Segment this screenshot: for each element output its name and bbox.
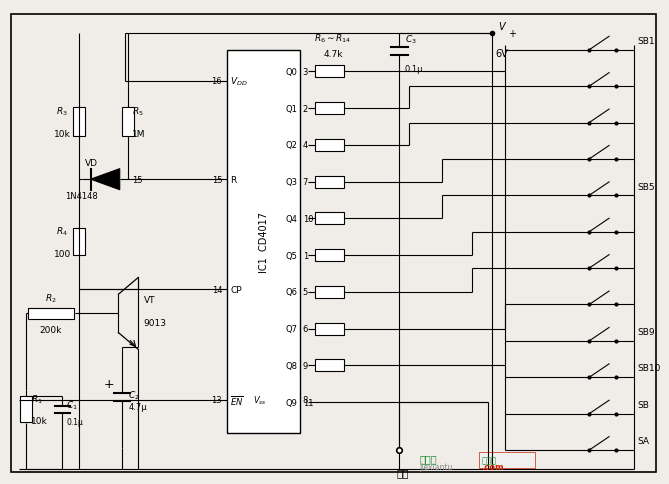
Text: Q3: Q3 xyxy=(286,178,298,187)
Text: 10k: 10k xyxy=(54,130,71,138)
Text: 4.7μ: 4.7μ xyxy=(128,403,147,411)
Text: 100: 100 xyxy=(54,249,71,258)
Text: SA: SA xyxy=(637,437,649,445)
Text: .com: .com xyxy=(481,462,504,471)
Text: +: + xyxy=(103,378,114,390)
Text: 0.1μ: 0.1μ xyxy=(66,417,83,426)
Text: 9013: 9013 xyxy=(144,318,167,328)
Text: Q8: Q8 xyxy=(286,361,298,370)
Text: 3: 3 xyxy=(303,68,308,76)
Text: 接线图: 接线图 xyxy=(481,455,496,465)
Polygon shape xyxy=(91,169,120,190)
Text: $R_4$: $R_4$ xyxy=(56,225,68,237)
Text: $R_6 \sim R_{14}$: $R_6 \sim R_{14}$ xyxy=(314,32,352,45)
Text: $C_1$: $C_1$ xyxy=(66,398,78,411)
Text: 2: 2 xyxy=(303,105,308,113)
Text: 1M: 1M xyxy=(132,130,145,138)
Text: 6: 6 xyxy=(303,324,308,333)
Bar xyxy=(314,323,345,335)
Text: $R_2$: $R_2$ xyxy=(45,292,56,304)
Text: 200k: 200k xyxy=(39,326,62,335)
Text: +: + xyxy=(508,29,516,39)
Text: Q5: Q5 xyxy=(286,251,298,260)
Text: 16: 16 xyxy=(211,77,222,86)
Text: 10: 10 xyxy=(303,214,313,223)
Bar xyxy=(314,250,345,261)
Text: VT: VT xyxy=(144,295,155,304)
Text: $\overline{EN}$: $\overline{EN}$ xyxy=(230,393,244,407)
Text: VD: VD xyxy=(86,159,98,168)
Text: IC1  CD4017: IC1 CD4017 xyxy=(259,212,269,272)
Text: 4.7k: 4.7k xyxy=(323,49,343,59)
Text: $C_2$: $C_2$ xyxy=(128,389,140,401)
Bar xyxy=(73,108,85,137)
Text: 接线图: 接线图 xyxy=(419,454,437,463)
Text: 输出: 输出 xyxy=(396,467,409,477)
Bar xyxy=(314,176,345,188)
Text: 1: 1 xyxy=(303,251,308,260)
Text: jiexiantu: jiexiantu xyxy=(419,462,452,471)
Text: 15: 15 xyxy=(211,175,222,184)
Bar xyxy=(27,308,74,319)
Text: 15: 15 xyxy=(132,175,142,184)
Bar xyxy=(314,103,345,115)
Bar xyxy=(314,66,345,78)
Text: CP: CP xyxy=(230,286,242,294)
Text: $R_1$: $R_1$ xyxy=(31,392,43,405)
Text: Q1: Q1 xyxy=(286,105,298,113)
Text: Q4: Q4 xyxy=(286,214,298,223)
Text: 9: 9 xyxy=(303,361,308,370)
Bar xyxy=(314,139,345,151)
Text: $C_3$: $C_3$ xyxy=(405,34,416,46)
Text: Q7: Q7 xyxy=(286,324,298,333)
Bar xyxy=(314,286,345,298)
Text: $V_{ss}$: $V_{ss}$ xyxy=(253,393,266,406)
Text: SB1: SB1 xyxy=(637,37,655,46)
Bar xyxy=(20,396,32,423)
Text: Q6: Q6 xyxy=(286,288,298,297)
Text: 5: 5 xyxy=(303,288,308,297)
Text: 7: 7 xyxy=(303,178,308,187)
Bar xyxy=(314,360,345,372)
Text: 13: 13 xyxy=(211,395,222,404)
Text: $R_5$: $R_5$ xyxy=(132,105,143,118)
Bar xyxy=(227,51,300,433)
Text: 4: 4 xyxy=(303,141,308,150)
Text: SB: SB xyxy=(637,400,649,409)
Text: $R_3$: $R_3$ xyxy=(56,105,68,118)
Text: R: R xyxy=(230,175,236,184)
Text: 6V: 6V xyxy=(495,49,508,59)
Bar xyxy=(122,108,134,137)
Text: Q0: Q0 xyxy=(286,68,298,76)
Text: Q2: Q2 xyxy=(286,141,298,150)
Text: SB5: SB5 xyxy=(637,182,655,191)
Bar xyxy=(73,229,85,255)
Text: Q9: Q9 xyxy=(286,398,298,407)
Text: 14: 14 xyxy=(211,286,222,294)
Bar xyxy=(478,453,535,468)
Text: 10k: 10k xyxy=(31,417,48,425)
Text: 1N4148: 1N4148 xyxy=(66,192,98,201)
Text: 8: 8 xyxy=(302,395,308,404)
Bar xyxy=(314,213,345,225)
Text: 0.1μ: 0.1μ xyxy=(405,65,423,74)
Text: 11: 11 xyxy=(303,398,313,407)
Text: $V_{DD}$: $V_{DD}$ xyxy=(230,76,248,88)
Text: $V$: $V$ xyxy=(498,19,508,31)
Text: SB10: SB10 xyxy=(637,363,660,373)
Text: SB9: SB9 xyxy=(637,327,655,336)
